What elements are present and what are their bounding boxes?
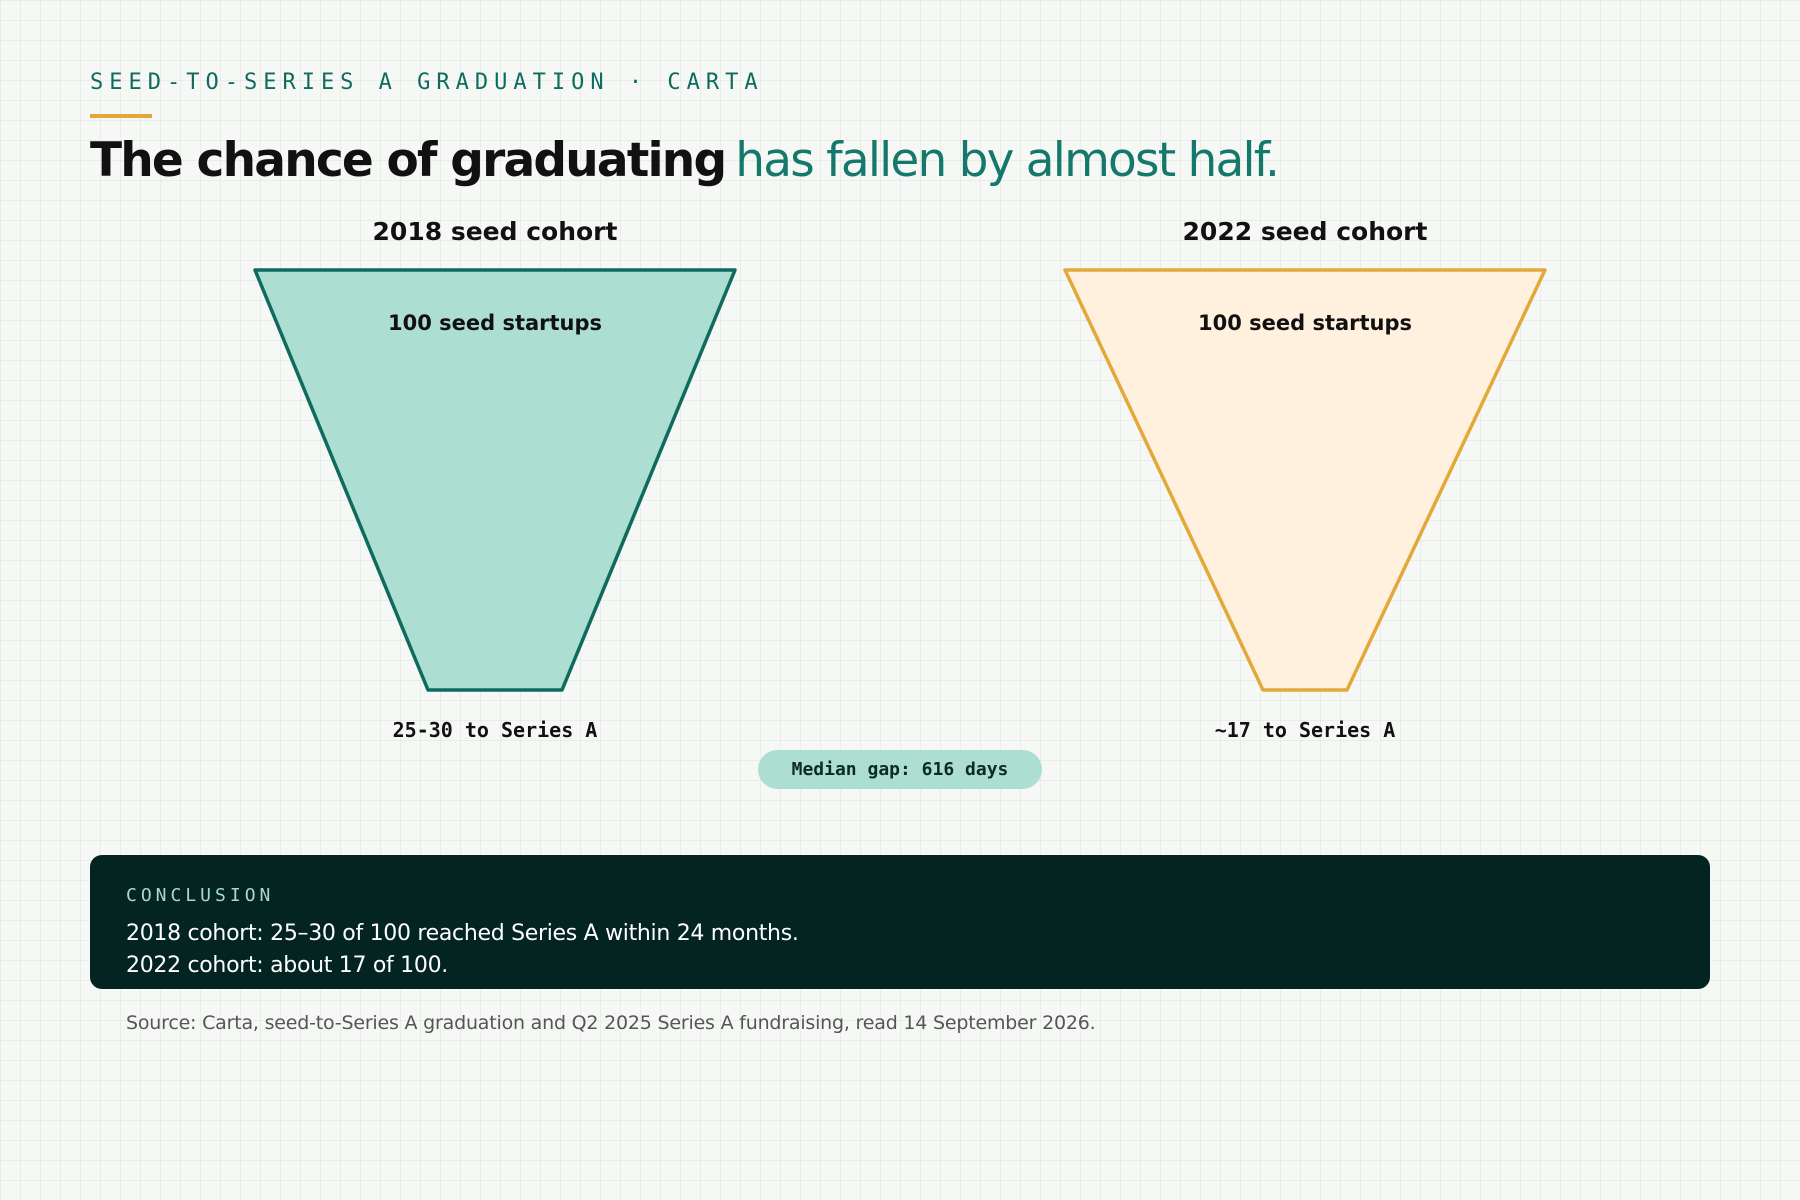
conclusion-line-2022: 2022 cohort: about 17 of 100. — [126, 953, 448, 978]
headline-strong: The chance of graduating — [90, 133, 727, 188]
cohort-2018-bottom-label: 25-30 to Series A — [393, 718, 598, 742]
cohort-2018-title: 2018 seed cohort — [373, 217, 618, 246]
headline-accent: has fallen by almost half. — [735, 133, 1280, 188]
funnel-diagram: 2018 seed cohort 100 seed startups 25-30… — [253, 217, 1547, 742]
eyebrow-label: SEED-TO-SERIES A GRADUATION · CARTA — [90, 70, 764, 95]
cohort-2018-top-label: 100 seed startups — [388, 311, 602, 335]
conclusion-label: CONCLUSION — [126, 885, 275, 906]
cohort-2022-bottom-label: ~17 to Series A — [1215, 718, 1396, 742]
median-gap-badge: Median gap: 616 days — [758, 750, 1042, 789]
source-note: Source: Carta, seed-to-Series A graduati… — [126, 1012, 1096, 1034]
cohort-2022-title: 2022 seed cohort — [1183, 217, 1428, 246]
conclusion-panel: CONCLUSION 2018 cohort: 25–30 of 100 rea… — [90, 855, 1710, 989]
headline: The chance of graduating has fallen by al… — [90, 130, 1280, 192]
accent-rule — [90, 114, 152, 118]
cohort-2022-top-label: 100 seed startups — [1198, 311, 1412, 335]
funnel-2022-shape — [1063, 268, 1547, 692]
cohort-2018-group: 2018 seed cohort 100 seed startups 25-30… — [253, 217, 737, 742]
cohort-2022-group: 2022 seed cohort 100 seed startups ~17 t… — [1063, 217, 1547, 742]
conclusion-line-2018: 2018 cohort: 25–30 of 100 reached Series… — [126, 921, 799, 946]
funnel-2018-shape — [253, 268, 737, 692]
